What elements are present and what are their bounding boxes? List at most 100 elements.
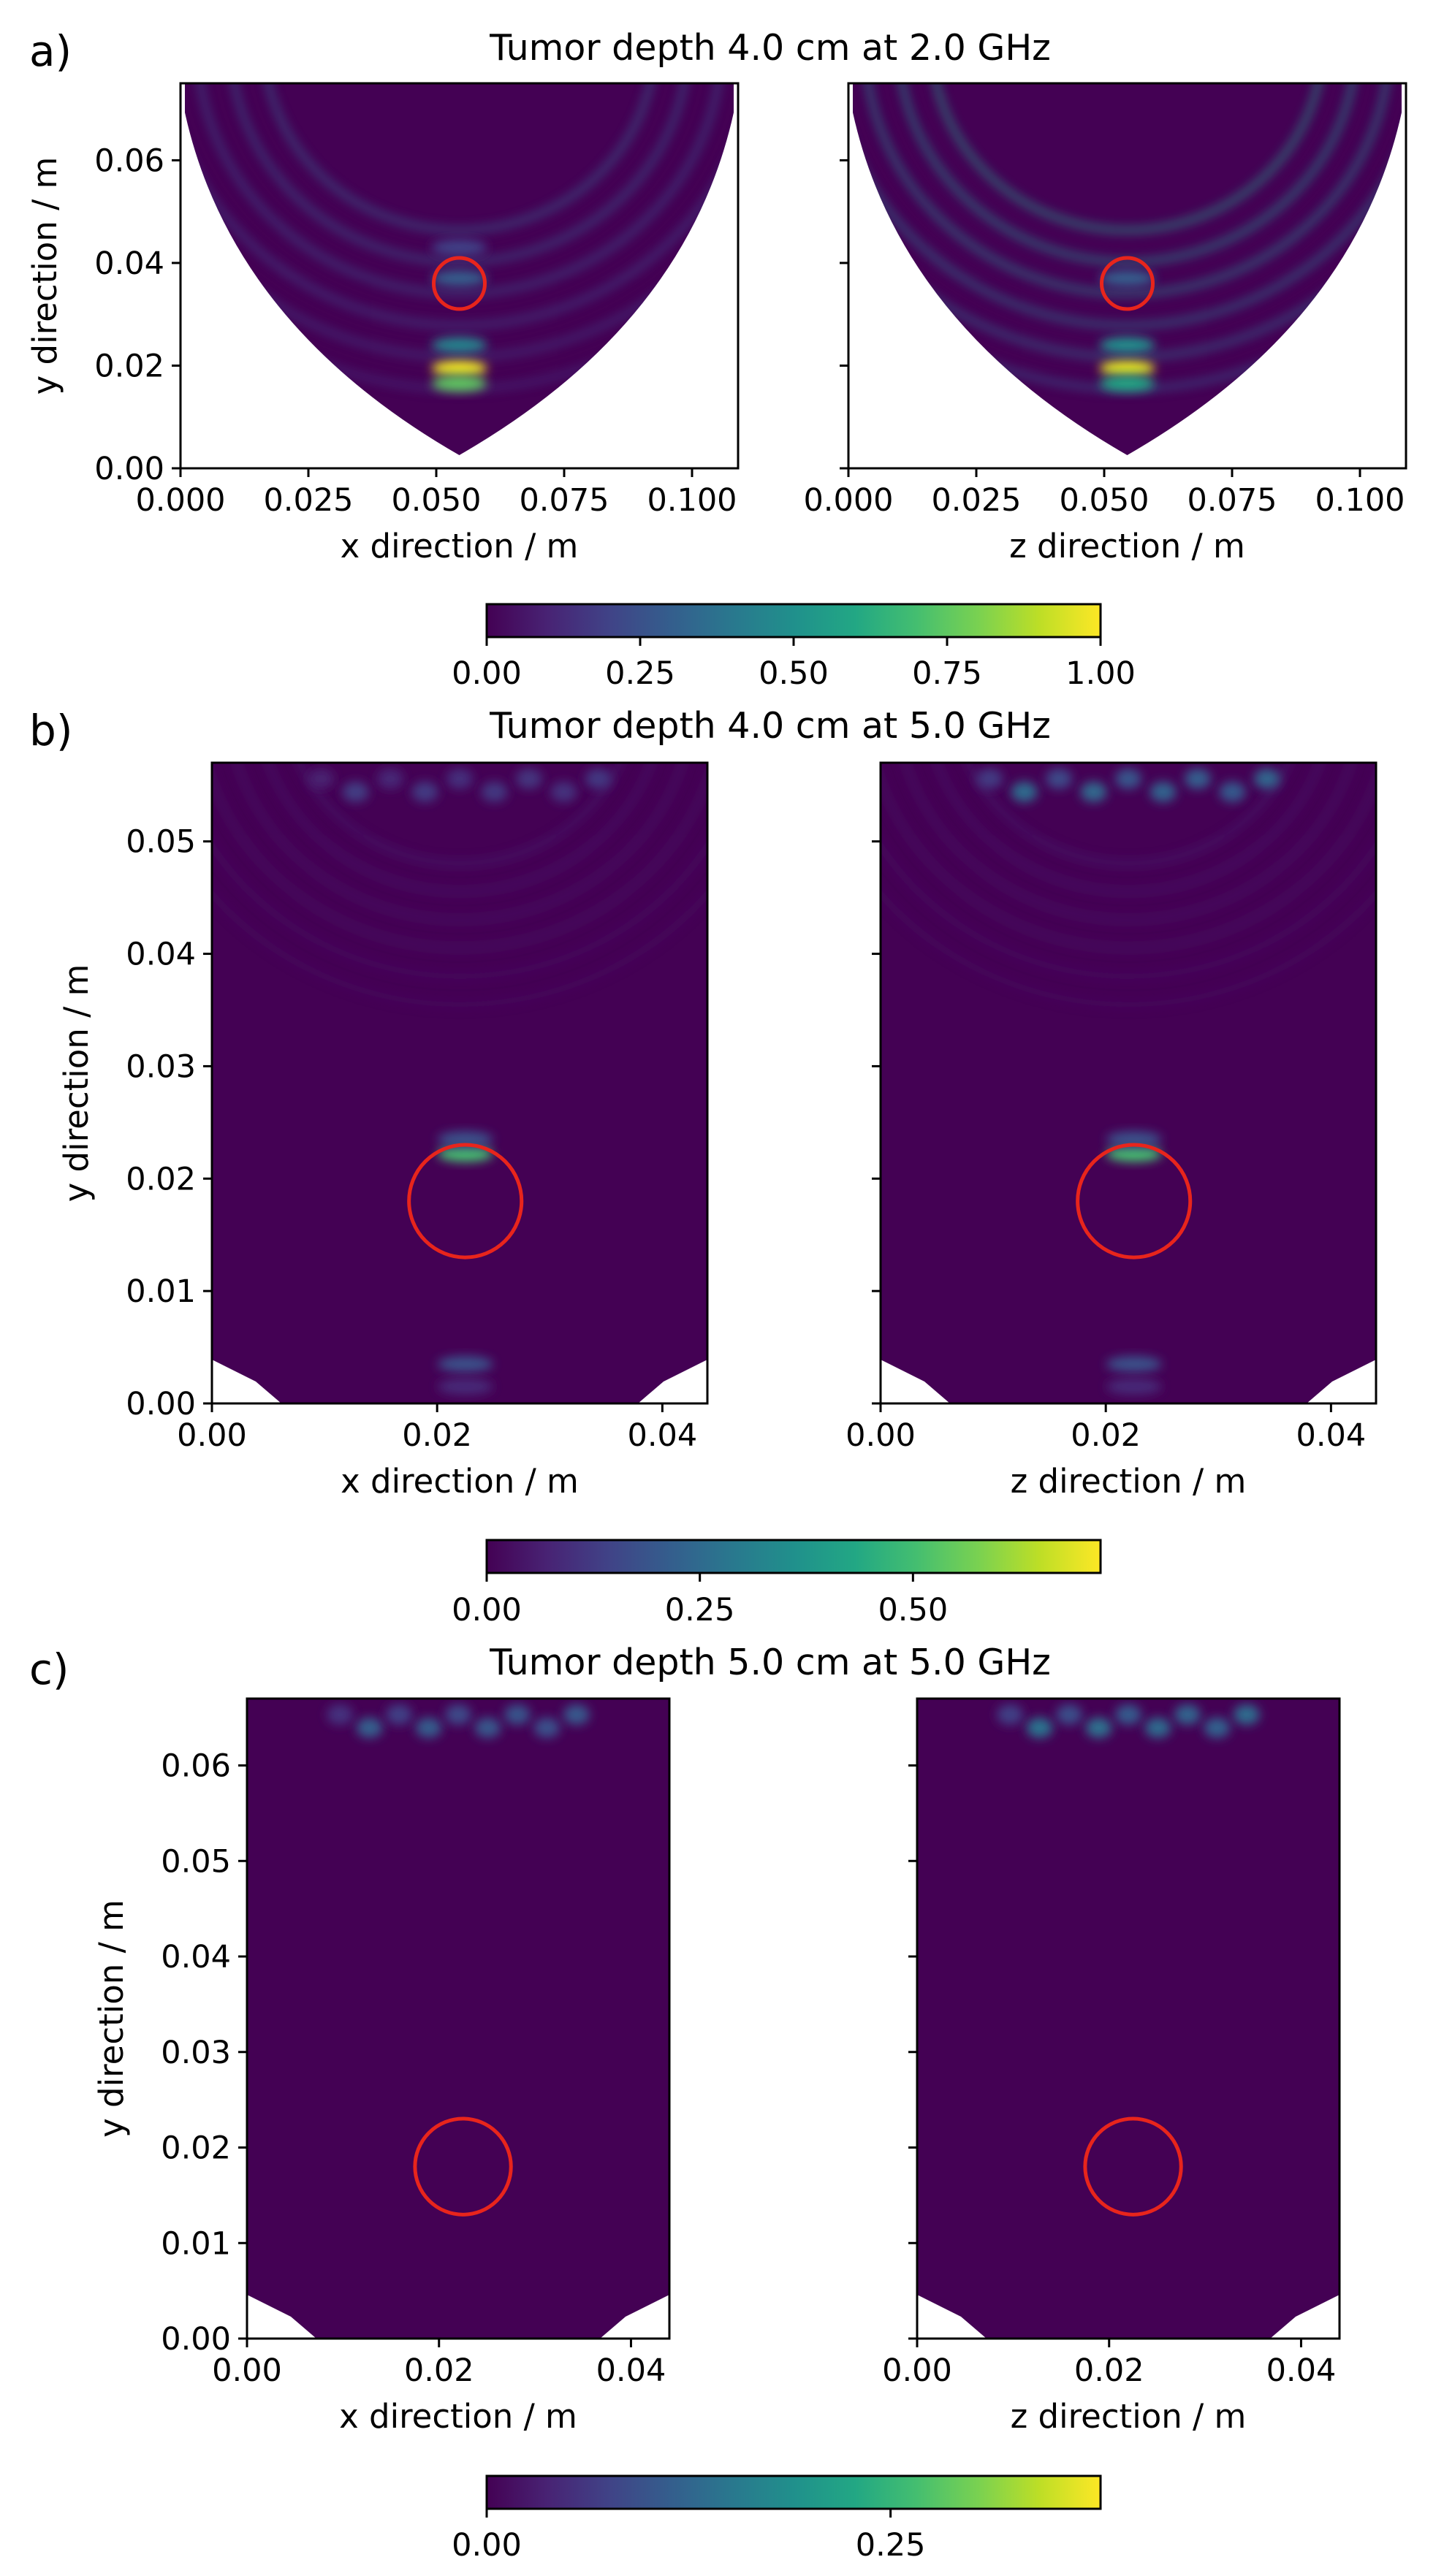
- y-tick-label: 0.06: [161, 1748, 231, 1785]
- y-axis-label: y direction / m: [57, 964, 96, 1203]
- field-hotspot: [437, 1131, 493, 1148]
- chart-title: Tumor depth 4.0 cm at 5.0 GHz: [489, 705, 1051, 747]
- y-tick-label: 0.00: [161, 2321, 231, 2358]
- x-tick-label: 0.100: [1315, 482, 1405, 519]
- x-tick-label: 0.04: [1266, 2352, 1337, 2389]
- x-tick-label: 0.050: [1059, 482, 1149, 519]
- interference-band: [282, 763, 637, 867]
- field-hotspot: [431, 270, 487, 287]
- x-tick-label: 0.100: [647, 482, 737, 519]
- interference-band: [193, 83, 726, 297]
- tumor-marker: [413, 2116, 513, 2217]
- subplot-z: 0.00 0.02 0.04 z direction / m: [846, 761, 1378, 1501]
- field-features: [327, 1704, 590, 1738]
- colorbar-tick-label: 0.00: [452, 2527, 522, 2564]
- x-tick-label: 0.04: [596, 2352, 666, 2389]
- surface-hotspot: [411, 782, 438, 802]
- x-tick-label: 0.00: [882, 2352, 952, 2389]
- subplot-x: 0.00 0.02 0.04 0.00 0.01 0.02 0.03 0.04 0.05 0.06…: [92, 1697, 671, 2436]
- surface-hotspot: [308, 769, 335, 789]
- field-hotspot: [431, 359, 487, 376]
- subplot-z: 0.000 0.025 0.050 0.075 0.100 z direction / m: [803, 82, 1407, 565]
- field-domain: [185, 83, 734, 455]
- surface-hotspot: [563, 1704, 590, 1725]
- colorbar-tick-label: 0.50: [759, 655, 829, 692]
- y-tick-label: 0.03: [126, 1048, 196, 1085]
- surface-hotspot: [1085, 1718, 1112, 1738]
- y-tick-label: 0.03: [161, 2035, 231, 2071]
- colorbar: 0.00 0.25 0.50 0.75 1.00: [452, 603, 1136, 692]
- x-tick-label: 0.00: [212, 2352, 282, 2389]
- tumor-marker: [407, 1143, 524, 1260]
- field-features: [997, 1704, 1260, 1738]
- y-tick-label: 0.04: [161, 1939, 231, 1975]
- y-tick-label: 0.04: [126, 937, 196, 973]
- x-tick-label: 0.000: [803, 482, 893, 519]
- x-tick-label: 0.04: [627, 1417, 697, 1454]
- surface-hotspot: [377, 769, 404, 789]
- x-tick-label: 0.050: [391, 482, 481, 519]
- interference-band: [928, 83, 1326, 234]
- interference-band: [892, 763, 1365, 924]
- x-tick-label: 0.000: [135, 482, 225, 519]
- x-tick-label: 0.02: [1071, 1417, 1141, 1454]
- field-hotspot: [1106, 1356, 1162, 1373]
- tumor-marker: [1083, 2116, 1183, 2217]
- x-axis-label: x direction / m: [339, 2397, 577, 2436]
- colorbar-tick-label: 0.25: [605, 655, 675, 692]
- subplot-z: 0.00 0.02 0.04 z direction / m: [882, 1697, 1341, 2436]
- surface-hotspot: [550, 782, 577, 802]
- subplot-x: 0.000 0.025 0.050 0.075 0.100 0.00 0.02 0.04 0.0…: [26, 82, 740, 565]
- x-tick-label: 0.025: [263, 482, 353, 519]
- field-hotspot: [1106, 1131, 1162, 1148]
- field-hotspot: [431, 376, 487, 392]
- surface-hotspot: [997, 1704, 1024, 1725]
- surface-hotspot: [1026, 1718, 1053, 1738]
- y-tick-label: 0.02: [94, 348, 164, 384]
- axes-frame: [916, 1697, 1341, 2340]
- interference-band: [853, 83, 1402, 329]
- interference-band: [881, 763, 1376, 952]
- field-features: [881, 763, 1376, 1395]
- axes-frame: [179, 82, 740, 470]
- interference-band: [260, 83, 658, 234]
- field-hotspot: [1099, 359, 1155, 376]
- chart-title: Tumor depth 5.0 cm at 5.0 GHz: [489, 1642, 1051, 1683]
- panel-a: a) Tumor depth 4.0 cm at 2.0 GHz 0.000 0.02…: [26, 26, 1407, 692]
- field-hotspot: [437, 1356, 493, 1373]
- colorbar: 0.00 0.25 0.50: [452, 1539, 1102, 1628]
- surface-hotspot: [415, 1718, 442, 1738]
- surface-hotspot: [515, 769, 542, 789]
- colorbar-gradient: [485, 2474, 1102, 2510]
- interference-band: [853, 83, 1402, 361]
- interference-band: [922, 763, 1335, 896]
- y-tick-label: 0.01: [161, 2225, 231, 2262]
- surface-hotspot: [386, 1704, 413, 1725]
- x-tick-label: 0.00: [846, 1417, 916, 1454]
- colorbar-gradient: [485, 603, 1102, 639]
- surface-hotspot: [1174, 1704, 1201, 1725]
- axes-frame: [246, 1697, 671, 2340]
- colorbar-tick-label: 0.50: [878, 1592, 948, 1628]
- interference-band: [253, 763, 666, 896]
- y-tick-label: 0.04: [94, 245, 164, 282]
- field-features: [212, 763, 707, 1395]
- tumor-marker: [1076, 1143, 1193, 1260]
- surface-hotspot: [1046, 769, 1073, 789]
- field-domain: [247, 1699, 669, 2339]
- interference-band: [223, 763, 696, 924]
- axes-frame: [847, 82, 1407, 470]
- x-tick-label: 0.04: [1296, 1417, 1366, 1454]
- y-tick-label: 0.01: [126, 1273, 196, 1310]
- y-axis-label: y direction / m: [26, 157, 64, 395]
- y-tick-label: 0.05: [161, 1843, 231, 1880]
- field-domain: [212, 763, 707, 1403]
- interference-band: [881, 763, 1376, 1008]
- x-axis-label: x direction / m: [341, 1462, 579, 1501]
- x-tick-label: 0.025: [931, 482, 1021, 519]
- panel-tag: b): [29, 706, 72, 755]
- y-tick-label: 0.00: [126, 1386, 196, 1422]
- y-tick-label: 0.05: [126, 824, 196, 861]
